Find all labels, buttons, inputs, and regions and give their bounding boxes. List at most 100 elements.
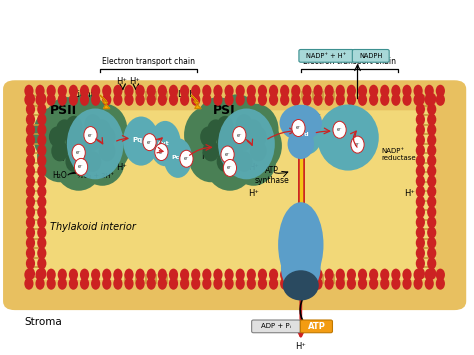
Ellipse shape [37,257,46,269]
Ellipse shape [427,93,437,105]
Ellipse shape [291,269,301,281]
Ellipse shape [336,85,345,97]
Ellipse shape [427,216,437,228]
Ellipse shape [180,269,189,281]
Text: e⁻: e⁻ [227,165,233,170]
Ellipse shape [281,242,320,294]
Ellipse shape [269,269,278,281]
FancyBboxPatch shape [34,110,436,280]
Ellipse shape [416,237,425,249]
Ellipse shape [37,154,46,167]
Text: H⁺: H⁺ [201,153,212,162]
Ellipse shape [280,94,289,106]
Text: Stroma: Stroma [24,317,62,327]
Ellipse shape [37,247,46,259]
Ellipse shape [124,94,134,106]
Ellipse shape [380,94,389,106]
Ellipse shape [46,269,56,281]
FancyBboxPatch shape [252,320,301,333]
Ellipse shape [46,85,56,97]
Ellipse shape [169,269,178,281]
Ellipse shape [427,226,437,239]
Ellipse shape [26,93,35,105]
Ellipse shape [184,106,233,164]
Ellipse shape [416,93,425,105]
Ellipse shape [427,237,437,249]
Text: e⁻: e⁻ [78,164,84,169]
Ellipse shape [143,133,156,151]
Ellipse shape [427,103,437,115]
Ellipse shape [37,206,46,218]
Ellipse shape [313,269,323,281]
Ellipse shape [26,144,35,157]
Ellipse shape [213,278,223,290]
Ellipse shape [102,94,111,106]
Ellipse shape [218,109,275,179]
Ellipse shape [84,130,101,151]
Ellipse shape [150,121,181,166]
Ellipse shape [146,269,156,281]
Ellipse shape [427,154,437,167]
Ellipse shape [226,141,243,162]
Ellipse shape [358,85,367,97]
Text: H⁺: H⁺ [333,156,344,165]
Ellipse shape [205,136,255,191]
Ellipse shape [58,94,67,106]
Ellipse shape [26,237,35,249]
Ellipse shape [250,141,267,162]
Ellipse shape [283,270,319,300]
Ellipse shape [26,216,35,228]
Ellipse shape [233,104,279,156]
Ellipse shape [202,278,211,290]
Ellipse shape [416,113,425,126]
Ellipse shape [37,268,46,280]
Ellipse shape [351,136,364,153]
Text: Thylakoid interior: Thylakoid interior [50,222,136,232]
Ellipse shape [427,165,437,177]
Ellipse shape [24,278,34,290]
Ellipse shape [416,216,425,228]
Ellipse shape [302,278,311,290]
Ellipse shape [246,94,256,106]
Ellipse shape [213,85,223,97]
Ellipse shape [26,134,35,146]
Ellipse shape [413,85,423,97]
Ellipse shape [369,278,378,290]
Ellipse shape [26,247,35,259]
Ellipse shape [221,146,234,163]
Ellipse shape [24,269,34,281]
Text: e⁻: e⁻ [183,156,189,161]
Ellipse shape [269,85,278,97]
Ellipse shape [37,144,46,157]
Ellipse shape [58,278,67,290]
Ellipse shape [391,278,401,290]
Ellipse shape [416,175,425,187]
Ellipse shape [325,85,334,97]
Ellipse shape [37,134,46,146]
Ellipse shape [26,165,35,177]
Ellipse shape [223,159,237,176]
Text: ½O₂ + 2H⁺: ½O₂ + 2H⁺ [77,173,114,179]
Ellipse shape [191,85,201,97]
Text: Cyt: Cyt [157,141,169,146]
Ellipse shape [113,94,122,106]
Ellipse shape [26,196,35,208]
Text: H⁺: H⁺ [295,342,306,351]
Ellipse shape [325,269,334,281]
Ellipse shape [425,94,434,106]
Ellipse shape [46,94,56,106]
Ellipse shape [91,269,100,281]
FancyBboxPatch shape [352,49,389,62]
Ellipse shape [425,269,434,281]
Ellipse shape [202,141,219,162]
Text: e⁻: e⁻ [237,132,242,138]
Ellipse shape [380,269,389,281]
Ellipse shape [225,85,234,97]
Ellipse shape [347,269,356,281]
Ellipse shape [188,130,234,182]
Ellipse shape [37,103,46,115]
Ellipse shape [54,136,103,191]
Ellipse shape [84,127,97,143]
Ellipse shape [46,278,56,290]
Ellipse shape [391,269,401,281]
